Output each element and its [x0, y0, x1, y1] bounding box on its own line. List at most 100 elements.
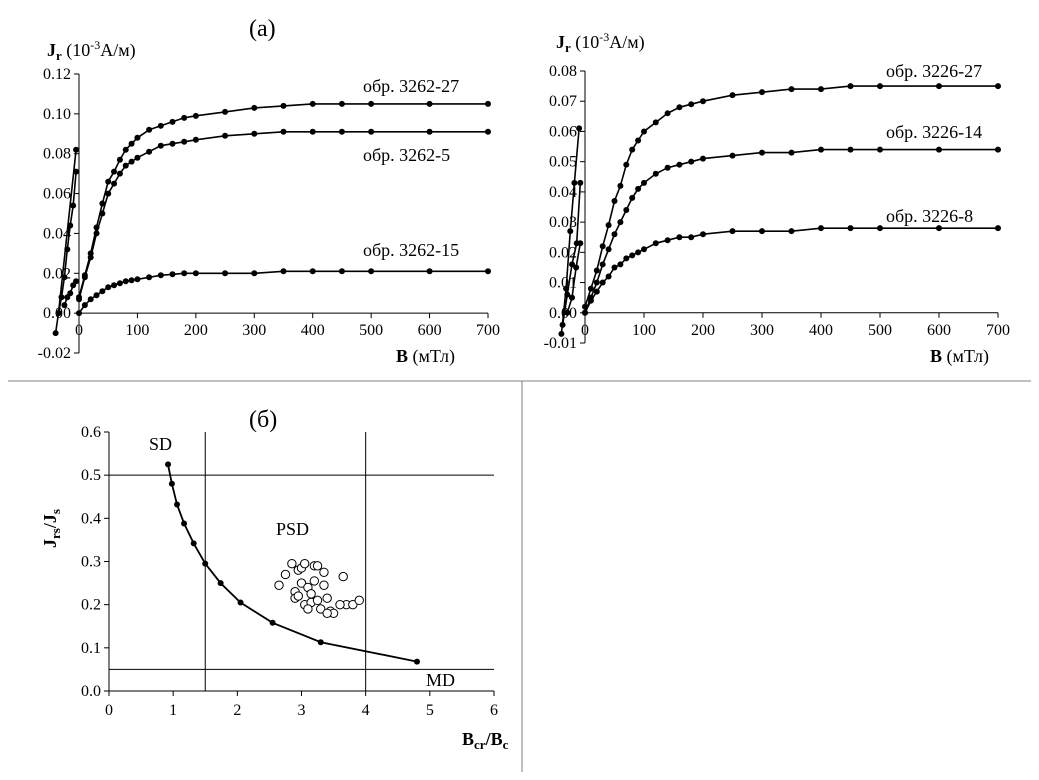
data-point — [788, 86, 795, 93]
y-tick-label: -0.01 — [544, 335, 577, 352]
y-tick-label: 0.02 — [549, 244, 577, 261]
data-point — [759, 228, 765, 235]
x-title-main: B — [396, 346, 408, 366]
data-point — [169, 118, 176, 125]
y-tick-label: 0.06 — [549, 123, 577, 140]
data-point — [611, 264, 618, 271]
x-axis-title: B (мТл) — [930, 346, 989, 367]
data-point — [116, 280, 123, 287]
data-point — [55, 310, 62, 317]
chart-a-right: Jr (10-3А/м) B (мТл) -0.010.000.010.020.… — [544, 30, 1010, 367]
data-point — [995, 225, 1001, 232]
y-title-sub: r — [56, 48, 62, 63]
data-point — [617, 219, 624, 226]
series-label: обр. 3262-5 — [363, 145, 450, 165]
data-point — [635, 249, 642, 256]
data-point — [157, 142, 164, 149]
data-point — [251, 130, 258, 137]
x-tick-label: 700 — [476, 322, 500, 339]
data-point — [576, 125, 583, 132]
x-tick-label: 2 — [233, 702, 241, 719]
data-point — [134, 154, 141, 161]
series-label: обр. 3226-27 — [886, 61, 982, 81]
x-tick-label: 1 — [169, 702, 177, 719]
data-point — [573, 264, 580, 271]
data-point — [157, 122, 164, 129]
data-point — [577, 179, 584, 186]
data-point — [593, 279, 600, 286]
y-tick-label: 0.0 — [81, 683, 101, 700]
data-point — [818, 86, 824, 93]
data-point — [146, 148, 153, 155]
y-title-main: J — [556, 32, 565, 52]
sample-point — [322, 608, 332, 618]
data-point — [818, 225, 824, 232]
data-point — [688, 158, 695, 165]
data-point — [426, 268, 433, 275]
data-point — [599, 261, 606, 268]
chart-b: Jrs/Js Bcr/Bc SD PSD MD 0.0 0.1 0.2 0.3 0.4 0… — [40, 424, 509, 752]
data-point — [847, 83, 854, 90]
data-point — [251, 270, 258, 277]
data-point — [368, 128, 375, 135]
svg-text:Jr (10-3А/м): Jr (10-3А/м) — [47, 38, 136, 63]
x-tick-label: 600 — [927, 322, 951, 339]
data-point — [338, 268, 345, 275]
data-point — [105, 178, 112, 185]
series-line — [584, 227, 998, 314]
series-line — [78, 131, 488, 300]
y-title-unit-post: А/м) — [609, 32, 644, 53]
sample-point — [309, 576, 320, 586]
data-point — [122, 162, 129, 169]
data-point — [652, 170, 659, 177]
series-label: обр. 3226-14 — [886, 122, 982, 142]
data-point — [593, 288, 600, 295]
data-point — [105, 284, 112, 291]
data-point — [635, 185, 642, 192]
data-point — [280, 128, 287, 135]
data-point — [485, 268, 491, 275]
data-point — [847, 146, 854, 153]
data-point — [587, 285, 594, 292]
data-point — [122, 278, 129, 285]
data-point — [222, 108, 229, 115]
data-point — [605, 222, 612, 229]
y-title-part: rs — [48, 528, 63, 539]
data-point — [788, 149, 795, 156]
data-point — [664, 110, 671, 117]
data-point — [99, 210, 106, 217]
data-point — [52, 330, 59, 337]
y-title-unit-pre: (10 — [571, 32, 600, 53]
data-point — [564, 309, 571, 316]
data-point — [664, 164, 671, 171]
data-point — [688, 234, 695, 241]
data-point — [788, 228, 795, 235]
data-point — [368, 268, 375, 275]
data-point — [599, 279, 606, 286]
region-label-md: MD — [426, 670, 455, 690]
y-tick-label: 0.08 — [43, 146, 71, 163]
x-tick-label: 700 — [986, 322, 1010, 339]
data-point — [995, 83, 1001, 90]
y-tick-label: 0.2 — [81, 597, 101, 614]
y-tick-label: 0.3 — [81, 554, 101, 571]
data-point — [593, 267, 600, 274]
data-point — [76, 296, 82, 303]
x-axis-title: B (мТл) — [396, 346, 455, 367]
sample-point — [338, 571, 348, 582]
sample-point — [312, 561, 323, 571]
sample-point — [287, 558, 297, 569]
data-point — [134, 276, 141, 283]
x-title-main: B — [930, 346, 942, 366]
data-point — [571, 179, 578, 186]
data-point — [61, 302, 68, 309]
region-label-psd: PSD — [276, 519, 309, 539]
data-point — [759, 89, 765, 96]
data-point — [623, 255, 630, 262]
data-point — [280, 268, 287, 275]
data-point — [338, 128, 345, 135]
series-line — [78, 103, 488, 298]
y-title-part: /J — [40, 514, 60, 529]
data-point — [729, 228, 736, 235]
data-point — [157, 272, 164, 279]
